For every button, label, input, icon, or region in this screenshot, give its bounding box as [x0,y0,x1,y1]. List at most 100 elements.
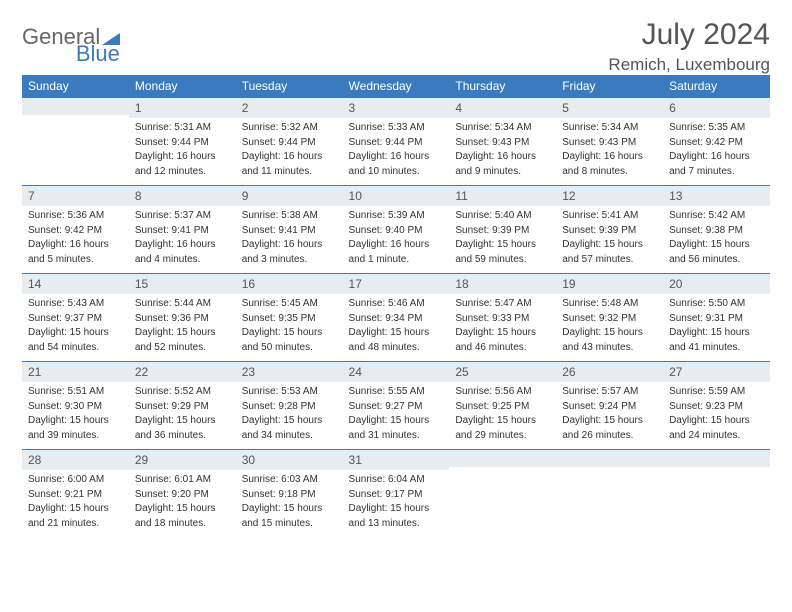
day-line-sr: Sunrise: 5:44 AM [135,297,230,311]
calendar-day-cell: 6Sunrise: 5:35 AMSunset: 9:42 PMDaylight… [663,97,770,185]
day-line-d1: Daylight: 16 hours [349,150,444,164]
day-line-d1: Daylight: 15 hours [242,326,337,340]
day-line-d1: Daylight: 15 hours [669,238,764,252]
day-line-ss: Sunset: 9:34 PM [349,312,444,326]
day-line-ss: Sunset: 9:27 PM [349,400,444,414]
day-line-sr: Sunrise: 5:38 AM [242,209,337,223]
calendar-week-row: 1Sunrise: 5:31 AMSunset: 9:44 PMDaylight… [22,97,770,185]
day-details: Sunrise: 5:52 AMSunset: 9:29 PMDaylight:… [129,382,236,447]
day-line-ss: Sunset: 9:41 PM [242,224,337,238]
calendar-day-cell: 18Sunrise: 5:47 AMSunset: 9:33 PMDayligh… [449,273,556,361]
day-number: 15 [129,273,236,294]
calendar-day-cell: 25Sunrise: 5:56 AMSunset: 9:25 PMDayligh… [449,361,556,449]
day-details: Sunrise: 5:57 AMSunset: 9:24 PMDaylight:… [556,382,663,447]
day-line-d2: and 36 minutes. [135,429,230,443]
day-line-d2: and 34 minutes. [242,429,337,443]
day-line-sr: Sunrise: 5:32 AM [242,121,337,135]
calendar-body: 1Sunrise: 5:31 AMSunset: 9:44 PMDaylight… [22,97,770,537]
day-line-d1: Daylight: 15 hours [349,502,444,516]
day-number: 27 [663,361,770,382]
day-line-d1: Daylight: 15 hours [135,502,230,516]
day-number: 4 [449,97,556,118]
day-line-d2: and 3 minutes. [242,253,337,267]
day-line-d2: and 21 minutes. [28,517,123,531]
calendar-day-cell: 1Sunrise: 5:31 AMSunset: 9:44 PMDaylight… [129,97,236,185]
day-line-sr: Sunrise: 5:46 AM [349,297,444,311]
day-line-d2: and 50 minutes. [242,341,337,355]
day-number: 1 [129,97,236,118]
day-line-d1: Daylight: 15 hours [28,502,123,516]
day-line-d2: and 13 minutes. [349,517,444,531]
day-line-d2: and 52 minutes. [135,341,230,355]
day-line-sr: Sunrise: 5:45 AM [242,297,337,311]
day-number: 31 [343,449,450,470]
day-details: Sunrise: 5:56 AMSunset: 9:25 PMDaylight:… [449,382,556,447]
day-line-d1: Daylight: 15 hours [349,326,444,340]
day-line-d2: and 26 minutes. [562,429,657,443]
calendar-day-cell: 17 Sunrise: 5:46 AMSunset: 9:34 PMDayligh… [343,273,450,361]
day-line-d2: and 41 minutes. [669,341,764,355]
day-line-sr: Sunrise: 5:35 AM [669,121,764,135]
day-line-sr: Sunrise: 5:34 AM [455,121,550,135]
day-line-ss: Sunset: 9:17 PM [349,488,444,502]
calendar-day-cell: 16Sunrise: 5:45 AMSunset: 9:35 PMDayligh… [236,273,343,361]
calendar-day-cell: 21Sunrise: 5:51 AMSunset: 9:30 PMDayligh… [22,361,129,449]
day-number: 17 [343,273,450,294]
day-details: Sunrise: 5:34 AMSunset: 9:43 PMDaylight:… [449,118,556,183]
day-line-d2: and 18 minutes. [135,517,230,531]
day-line-ss: Sunset: 9:43 PM [562,136,657,150]
day-line-sr: Sunrise: 5:41 AM [562,209,657,223]
day-number-empty [663,449,770,467]
calendar-day-cell: 28Sunrise: 6:00 AMSunset: 9:21 PMDayligh… [22,449,129,537]
calendar-day-cell: 9Sunrise: 5:38 AMSunset: 9:41 PMDaylight… [236,185,343,273]
day-line-d1: Daylight: 15 hours [669,326,764,340]
day-line-sr: Sunrise: 5:37 AM [135,209,230,223]
day-number: 16 [236,273,343,294]
day-details: Sunrise: 5:35 AMSunset: 9:42 PMDaylight:… [663,118,770,183]
calendar-day-cell: 2 Sunrise: 5:32 AMSunset: 9:44 PMDaylight… [236,97,343,185]
day-number: 25 [449,361,556,382]
day-line-d1: Daylight: 16 hours [135,238,230,252]
day-line-d1: Daylight: 16 hours [242,150,337,164]
day-line-ss: Sunset: 9:42 PM [28,224,123,238]
day-line-ss: Sunset: 9:44 PM [242,136,337,150]
day-line-d1: Daylight: 15 hours [455,238,550,252]
day-line-ss: Sunset: 9:18 PM [242,488,337,502]
day-details: Sunrise: 5:42 AMSunset: 9:38 PMDaylight:… [663,206,770,271]
day-line-sr: Sunrise: 5:47 AM [455,297,550,311]
calendar-day-cell: 8Sunrise: 5:37 AMSunset: 9:41 PMDaylight… [129,185,236,273]
day-line-d2: and 24 minutes. [669,429,764,443]
day-line-d1: Daylight: 16 hours [669,150,764,164]
day-line-ss: Sunset: 9:41 PM [135,224,230,238]
day-line-ss: Sunset: 9:37 PM [28,312,123,326]
day-line-ss: Sunset: 9:21 PM [28,488,123,502]
calendar-day-cell: 27Sunrise: 5:59 AMSunset: 9:23 PMDayligh… [663,361,770,449]
day-line-d2: and 46 minutes. [455,341,550,355]
calendar-day-cell [556,449,663,537]
day-line-d1: Daylight: 16 hours [562,150,657,164]
day-details: Sunrise: 5:48 AMSunset: 9:32 PMDaylight:… [556,294,663,359]
day-details: Sunrise: 5:34 AMSunset: 9:43 PMDaylight:… [556,118,663,183]
day-line-d1: Daylight: 15 hours [562,238,657,252]
day-number: 9 [236,185,343,206]
day-number: 19 [556,273,663,294]
day-line-d2: and 7 minutes. [669,165,764,179]
calendar-day-cell: 19Sunrise: 5:48 AMSunset: 9:32 PMDayligh… [556,273,663,361]
weekday-header: Sunday [22,75,129,97]
day-details: Sunrise: 5:33 AMSunset: 9:44 PMDaylight:… [343,118,450,183]
day-line-sr: Sunrise: 5:42 AM [669,209,764,223]
calendar-table: SundayMondayTuesdayWednesdayThursdayFrid… [22,75,770,537]
weekday-header: Wednesday [343,75,450,97]
day-details: Sunrise: 5:55 AMSunset: 9:27 PMDaylight:… [343,382,450,447]
day-line-sr: Sunrise: 5:52 AM [135,385,230,399]
weekday-header: Monday [129,75,236,97]
day-number: 2 [236,97,343,118]
day-line-d1: Daylight: 15 hours [455,326,550,340]
day-number: 28 [22,449,129,470]
day-details: Sunrise: 5:39 AMSunset: 9:40 PMDaylight:… [343,206,450,271]
day-number: 26 [556,361,663,382]
day-number: 23 [236,361,343,382]
day-line-ss: Sunset: 9:36 PM [135,312,230,326]
day-line-ss: Sunset: 9:32 PM [562,312,657,326]
day-line-sr: Sunrise: 5:59 AM [669,385,764,399]
